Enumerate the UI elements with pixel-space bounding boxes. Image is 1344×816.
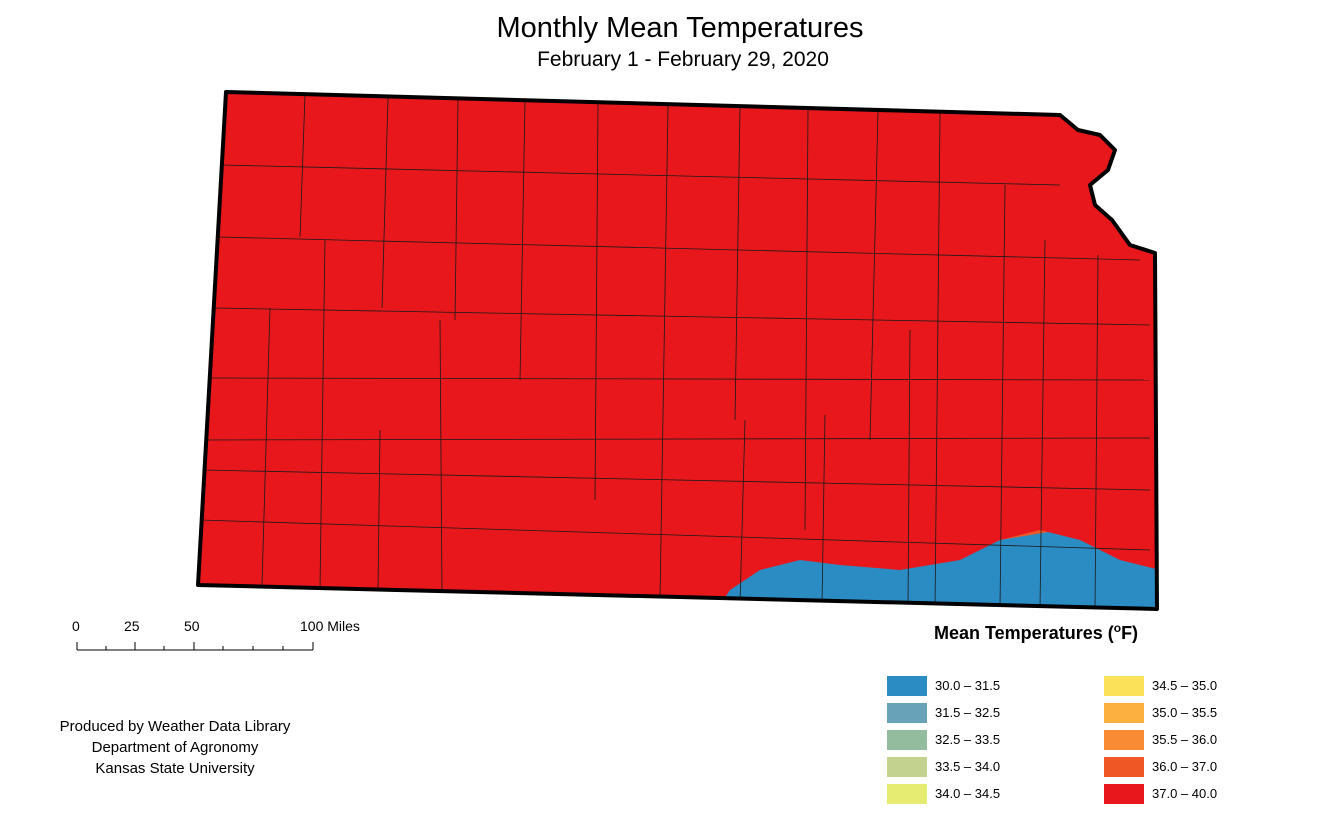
temperature-zones	[198, 92, 1157, 609]
legend-column-2: 34.5 – 35.0 35.0 – 35.5 35.5 – 36.0 36.0…	[1104, 672, 1217, 807]
legend-label: 33.5 – 34.0	[935, 759, 1001, 774]
legend-item: 33.5 – 34.0	[887, 753, 1000, 780]
scale-tick-0: 0	[72, 618, 80, 634]
legend-label: 35.0 – 35.5	[1152, 705, 1218, 720]
map-title: Monthly Mean Temperatures	[496, 12, 864, 44]
scale-bar: 0 25 50 100 Miles	[60, 612, 400, 662]
credit-line-1: Produced by Weather Data Library	[59, 718, 291, 735]
legend-swatch	[1104, 756, 1144, 777]
legend-item: 36.0 – 37.0	[1104, 753, 1217, 780]
legend-item: 32.5 – 33.5	[887, 726, 1000, 753]
legend-label: 34.0 – 34.5	[935, 786, 1001, 801]
legend-label: 32.5 – 33.5	[935, 732, 1001, 747]
legend-item: 37.0 – 40.0	[1104, 780, 1217, 807]
legend-swatch	[887, 756, 927, 777]
credit-line-3: Kansas State University	[95, 760, 255, 777]
legend-title: Mean Temperatures (oF)	[934, 621, 1139, 643]
scale-tick-50: 50	[184, 618, 200, 634]
scale-tick-25: 25	[124, 618, 140, 634]
credits: Produced by Weather Data Library Departm…	[30, 716, 320, 779]
legend-item: 34.0 – 34.5	[887, 780, 1000, 807]
legend-item: 35.5 – 36.0	[1104, 726, 1217, 753]
map-subtitle: February 1 - February 29, 2020	[537, 48, 829, 71]
scale-bar-ruler	[76, 642, 314, 651]
state-outline	[196, 90, 1159, 611]
legend-column-1: 30.0 – 31.5 31.5 – 32.5 32.5 – 33.5 33.5…	[887, 672, 1000, 807]
legend-swatch	[887, 702, 927, 723]
county-lines	[199, 94, 1151, 609]
legend-item: 35.0 – 35.5	[1104, 699, 1217, 726]
legend-label: 34.5 – 35.0	[1152, 678, 1218, 693]
legend-swatch	[887, 675, 927, 696]
legend-swatch	[887, 729, 927, 750]
legend-label: 37.0 – 40.0	[1152, 786, 1218, 801]
legend-item: 31.5 – 32.5	[887, 699, 1000, 726]
legend-swatch	[887, 783, 927, 804]
legend-item: 34.5 – 35.0	[1104, 672, 1217, 699]
zone-37-0-40-0	[198, 92, 1157, 609]
legend-swatch	[1104, 702, 1144, 723]
legend-swatch	[1104, 675, 1144, 696]
credit-line-2: Department of Agronomy	[91, 739, 259, 756]
scale-tick-100: 100 Miles	[300, 618, 360, 634]
legend-label: 36.0 – 37.0	[1152, 759, 1218, 774]
legend-item: 30.0 – 31.5	[887, 672, 1000, 699]
legend-label: 31.5 – 32.5	[935, 705, 1001, 720]
legend-swatch	[1104, 783, 1144, 804]
legend-label: 30.0 – 31.5	[935, 678, 1001, 693]
legend-label: 35.5 – 36.0	[1152, 732, 1218, 747]
legend-swatch	[1104, 729, 1144, 750]
